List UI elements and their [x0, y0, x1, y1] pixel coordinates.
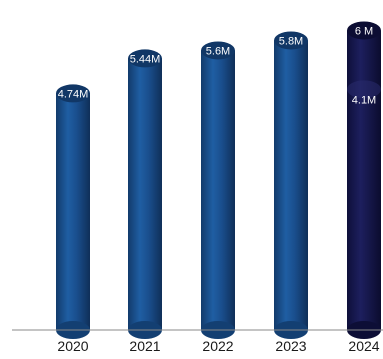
- data-label-2021: 5.44M: [130, 53, 161, 65]
- bar-cap-2023: [274, 31, 308, 50]
- data-label-2020: 4.74M: [58, 88, 89, 100]
- bar-body-2020: [56, 93, 90, 330]
- data-label-2022: 5.6M: [206, 45, 230, 57]
- bar-body-2021: [128, 58, 162, 330]
- bar-2021: 5.44M: [128, 49, 162, 339]
- data-label-2023: 5.8M: [279, 35, 303, 47]
- bar-cap-2024: [347, 21, 381, 40]
- bar-cap-2021: [128, 49, 162, 68]
- bar-body-2023: [274, 40, 308, 331]
- x-tick-label-2021: 2021: [129, 338, 160, 354]
- x-tick-label-2023: 2023: [275, 338, 306, 354]
- bar-2023: 5.8M: [274, 31, 308, 339]
- x-tick-label-2022: 2022: [202, 338, 233, 354]
- x-tick-label-2024: 2024: [348, 338, 379, 354]
- data-label-2024: 6 M: [355, 25, 373, 37]
- bar-body-2022: [201, 50, 235, 331]
- x-tick-label-2020: 2020: [57, 338, 88, 354]
- segment-cap-2024: [347, 80, 381, 99]
- bar-cap-2022: [201, 41, 235, 60]
- bar-2020: 4.74M: [56, 84, 90, 339]
- bars-layer: 4.74M 5.44M 5.6M 5.8M 6 M 4.1M: [56, 21, 381, 339]
- segment-label-2024: 4.1M: [352, 94, 376, 106]
- x-tick-labels: 2020 2021 2022 2023 2024: [57, 338, 379, 354]
- bar-2022: 5.6M: [201, 41, 235, 339]
- bar-body-2024: [347, 30, 381, 330]
- bar-2024: 6 M: [347, 21, 381, 339]
- bar-cap-2020: [56, 84, 90, 103]
